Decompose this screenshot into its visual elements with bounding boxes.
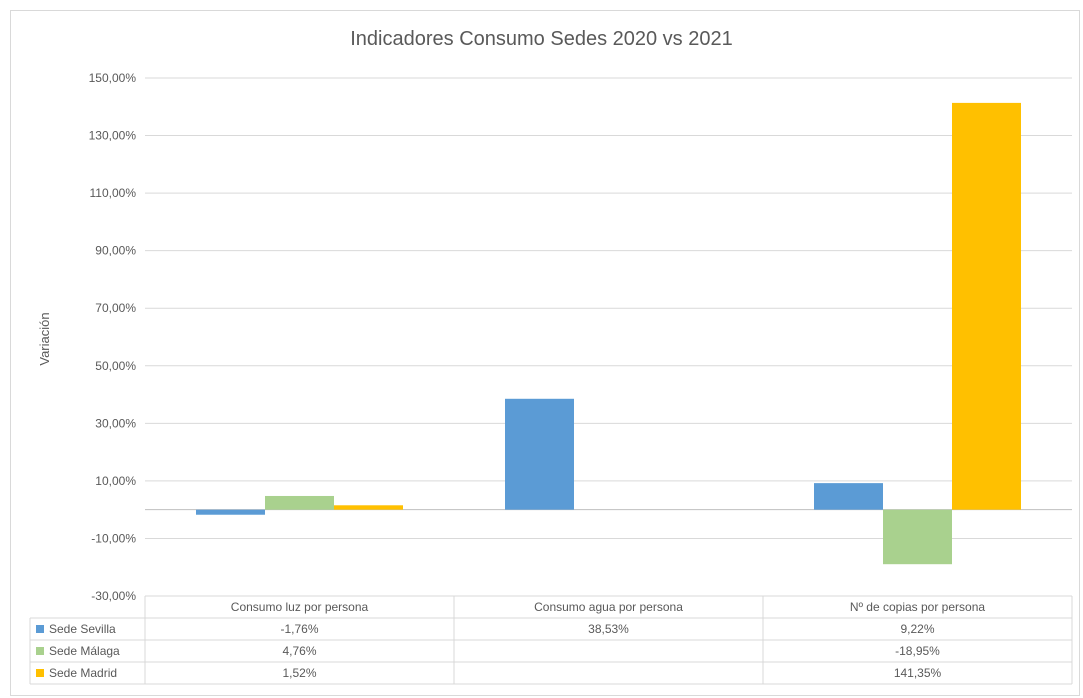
category-label: Nº de copias por persona xyxy=(850,600,985,614)
bar xyxy=(334,505,403,510)
category-label: Consumo luz por persona xyxy=(231,600,369,614)
chart-frame xyxy=(10,10,1080,696)
legend-label: Sede Málaga xyxy=(49,644,120,658)
bar xyxy=(952,102,1021,510)
y-tick-label: 110,00% xyxy=(90,186,137,200)
chart-title: Indicadores Consumo Sedes 2020 vs 2021 xyxy=(350,28,733,50)
bar xyxy=(505,398,574,510)
data-label: 4,76% xyxy=(282,644,316,658)
data-label: -18,95% xyxy=(895,644,940,658)
bar xyxy=(265,495,334,510)
legend-label: Sede Madrid xyxy=(49,666,117,680)
data-label: 141,35% xyxy=(894,666,942,680)
y-tick-label: 30,00% xyxy=(95,416,136,430)
y-axis-label: Variación xyxy=(37,312,52,365)
data-label: -1,76% xyxy=(280,622,318,636)
legend-key xyxy=(36,647,44,655)
y-tick-label: 130,00% xyxy=(89,129,137,143)
legend-key xyxy=(36,669,44,677)
bar xyxy=(814,483,883,510)
data-label: 9,22% xyxy=(900,622,934,636)
y-tick-label: 90,00% xyxy=(95,244,136,258)
data-label: 1,52% xyxy=(282,666,316,680)
data-label: 38,53% xyxy=(588,622,629,636)
y-tick-label: 10,00% xyxy=(95,474,136,488)
y-tick-label: 70,00% xyxy=(95,301,136,315)
category-label: Consumo agua por persona xyxy=(534,600,683,614)
y-tick-label: -30,00% xyxy=(91,589,136,603)
legend-key xyxy=(36,625,44,633)
bar xyxy=(196,509,265,515)
legend-label: Sede Sevilla xyxy=(49,622,116,636)
y-tick-label: -10,00% xyxy=(91,531,136,545)
y-tick-label: 150,00% xyxy=(89,71,137,85)
bar xyxy=(883,509,952,565)
y-tick-label: 50,00% xyxy=(95,359,136,373)
